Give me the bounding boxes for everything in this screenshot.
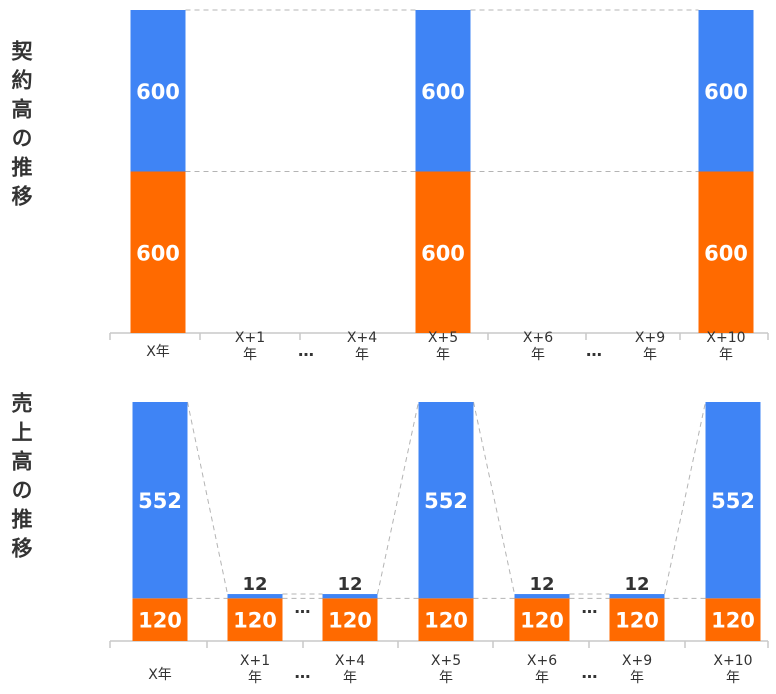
x-tick-label-line: 年 — [719, 347, 733, 363]
bar-blue — [609, 594, 665, 599]
x-tick-label: X+1 年 — [240, 653, 270, 686]
x-tick-label-line: 年 — [343, 670, 357, 686]
bar-value-label: 600 — [136, 241, 180, 265]
bar-value-label: 552 — [138, 489, 182, 513]
bar-value-label: 120 — [520, 609, 564, 633]
bar-value-label: 120 — [138, 609, 182, 633]
bar-orange — [609, 598, 665, 641]
x-tick-label: X+10 年 — [706, 330, 745, 363]
x-tick-label-line: X年 — [146, 344, 170, 360]
x-tick-label: X年 — [148, 667, 172, 683]
bar-value-label: 600 — [704, 80, 748, 104]
bar-blue — [130, 10, 186, 172]
x-tick-label-line: 年 — [630, 670, 644, 686]
bar-value-label: 552 — [424, 489, 468, 513]
x-tick-label-line: 年 — [439, 670, 453, 686]
axis-ellipsis: … — [582, 663, 598, 682]
x-tick-label-line: X+1 — [235, 330, 265, 346]
bar-value-label: 120 — [615, 609, 659, 633]
bar-orange — [227, 598, 283, 641]
x-tick-label-line: X+9 — [622, 653, 652, 669]
plot-ellipsis: … — [295, 598, 311, 617]
bar-value-label: 120 — [711, 609, 755, 633]
bar-value-label: 600 — [421, 241, 465, 265]
x-tick-label: X+6 年 — [523, 330, 553, 363]
x-tick-label: X+5 年 — [431, 653, 461, 686]
bar-value-label: 600 — [704, 241, 748, 265]
x-tick-label-line: 年 — [726, 670, 740, 686]
connector-line — [664, 401, 706, 595]
x-tick-label-line: X+6 — [523, 330, 553, 346]
x-tick-label-line: X+10 — [706, 330, 745, 346]
bar-blue — [415, 10, 471, 172]
x-tick-label-line: X+4 — [335, 653, 365, 669]
bar-value-label: 600 — [136, 80, 180, 104]
x-tick-label: X+4 年 — [335, 653, 365, 686]
connector-line — [473, 401, 515, 595]
x-tick-label-line: 年 — [355, 347, 369, 363]
x-tick-label-line: 年 — [248, 670, 262, 686]
x-tick-label-line: 年 — [243, 347, 257, 363]
bar-orange — [705, 598, 761, 641]
x-tick-label: X+6 年 — [527, 653, 557, 686]
bar-blue — [705, 402, 761, 599]
bar-blue — [227, 594, 283, 599]
bar-orange — [415, 171, 471, 333]
bar-orange — [130, 171, 186, 333]
bar-value-label: 600 — [421, 80, 465, 104]
x-tick-label: X年 — [146, 344, 170, 360]
bar-value-label: 120 — [424, 609, 468, 633]
x-tick-label-line: X+4 — [347, 330, 377, 346]
x-tick-label: X+9 年 — [622, 653, 652, 686]
axis-ellipsis: … — [586, 341, 602, 360]
x-tick-label-line: X+5 — [428, 330, 458, 346]
x-tick-label: X+5 年 — [428, 330, 458, 363]
bar-value-label: 12 — [624, 574, 649, 595]
bar-orange — [514, 598, 570, 641]
x-tick-label-line: X+10 — [713, 653, 752, 669]
bar-value-label: 120 — [233, 609, 277, 633]
connector-line — [187, 401, 228, 595]
bar-value-label: 552 — [711, 489, 755, 513]
x-tick-label: X+1 年 — [235, 330, 265, 363]
bottom-chart-title: 売上高の推移 — [9, 392, 33, 566]
x-tick-label: X+9 年 — [635, 330, 665, 363]
x-tick-label: X+10 年 — [713, 653, 752, 686]
connector-line — [377, 401, 419, 595]
x-tick-label-line: X年 — [148, 667, 172, 683]
x-tick-label-line: 年 — [436, 347, 450, 363]
bar-orange — [322, 598, 378, 641]
plot-ellipsis: … — [582, 598, 598, 617]
bar-blue — [514, 594, 570, 599]
bar-orange — [698, 171, 754, 333]
axis-ellipsis: … — [295, 663, 311, 682]
bar-blue — [418, 402, 474, 599]
bar-blue — [132, 402, 188, 599]
bar-orange — [132, 598, 188, 641]
bar-blue — [698, 10, 754, 172]
bar-orange — [418, 598, 474, 641]
bar-blue — [322, 594, 378, 599]
bar-value-label: 120 — [328, 609, 372, 633]
bar-value-label: 12 — [242, 574, 267, 595]
bar-value-label: 12 — [337, 574, 362, 595]
axis-ellipsis: … — [298, 341, 314, 360]
x-tick-label-line: 年 — [643, 347, 657, 363]
top-chart-title: 契約高の推移 — [9, 40, 33, 214]
x-tick-label-line: X+5 — [431, 653, 461, 669]
x-tick-label-line: X+9 — [635, 330, 665, 346]
x-tick-label-line: X+1 — [240, 653, 270, 669]
x-tick-label-line: X+6 — [527, 653, 557, 669]
x-tick-label: X+4 年 — [347, 330, 377, 363]
bar-value-label: 12 — [529, 574, 554, 595]
x-tick-label-line: 年 — [535, 670, 549, 686]
x-tick-label-line: 年 — [531, 347, 545, 363]
